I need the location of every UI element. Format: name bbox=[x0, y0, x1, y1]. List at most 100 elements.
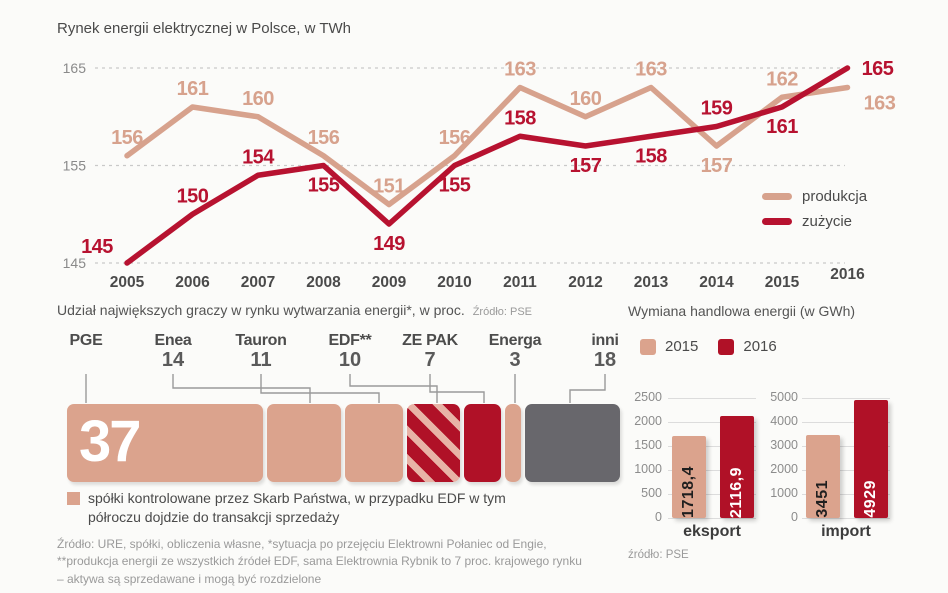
year-label: 2014 bbox=[699, 274, 734, 291]
player-label-pge: PGE bbox=[38, 332, 134, 350]
produkcja-value-label: 162 bbox=[766, 68, 798, 90]
produkcja-line bbox=[124, 84, 851, 208]
produkcja-value-label: 156 bbox=[439, 127, 471, 149]
year-label: 2008 bbox=[306, 274, 341, 291]
segment-edf bbox=[406, 404, 460, 482]
line-chart-title: Rynek energii elektrycznej w Polsce, w T… bbox=[57, 20, 351, 37]
player-value: 18 bbox=[593, 349, 617, 371]
trade-y-tick: 4000 bbox=[770, 414, 798, 428]
trade-gridline bbox=[668, 446, 756, 447]
player-value: 10 bbox=[338, 349, 362, 371]
year-label: 2005 bbox=[110, 274, 145, 291]
zużycie-value-label: 165 bbox=[862, 58, 894, 80]
player-label-enea: Enea 14 bbox=[125, 332, 221, 370]
year-label: 2009 bbox=[372, 274, 407, 291]
state-legend-text: spółki kontrolowane przez Skarb Państwa,… bbox=[88, 490, 506, 525]
produkcja-value-label: 163 bbox=[864, 93, 896, 115]
player-name: PGE bbox=[69, 332, 103, 349]
market-share-title: Udział największych graczy w rynku wytwa… bbox=[57, 302, 465, 318]
year-label: 2012 bbox=[568, 274, 602, 291]
state-color-swatch bbox=[67, 492, 80, 505]
bar-value-label: 1718,4 bbox=[680, 466, 697, 518]
year-label: 2010 bbox=[437, 274, 471, 291]
player-name: Energa bbox=[488, 332, 542, 349]
swatch-2016 bbox=[718, 338, 735, 355]
y-tick-label: 145 bbox=[63, 255, 87, 271]
produkcja-value-label: 160 bbox=[570, 88, 602, 110]
player-label-inni: inni 18 bbox=[557, 332, 653, 370]
bar-import-2015: 3451 bbox=[806, 435, 840, 518]
zużycie-value-label: 158 bbox=[504, 107, 536, 129]
market-share-source: Źródło: PSE bbox=[472, 306, 533, 318]
zużycie-value-label: 150 bbox=[177, 185, 209, 207]
zużycie-value-label: 145 bbox=[81, 236, 113, 258]
segment-energa bbox=[504, 404, 521, 482]
label-2016: 2016 bbox=[743, 338, 777, 355]
trade-y-tick: 0 bbox=[791, 510, 798, 524]
zużycie-value-label: 157 bbox=[570, 155, 602, 177]
year-label: 2007 bbox=[241, 274, 275, 291]
trade-y-tick: 3000 bbox=[770, 438, 798, 452]
trade-gridline bbox=[802, 518, 890, 519]
market-share-stacked-bar: 37 bbox=[67, 404, 621, 482]
footnotes: Źródło: URE, spółki, obliczenia własne, … bbox=[57, 536, 582, 588]
zużycie-value-label: 149 bbox=[373, 233, 405, 255]
player-name: ZE PAK bbox=[402, 332, 458, 349]
player-value: 11 bbox=[250, 349, 272, 371]
zużycie-value-label: 159 bbox=[701, 98, 733, 120]
trade-gridline bbox=[668, 518, 756, 519]
trade-y-tick: 0 bbox=[655, 510, 662, 524]
trade-y-tick: 1500 bbox=[634, 438, 662, 452]
segment-value-inside: 37 bbox=[79, 409, 142, 474]
zużycie-value-label: 158 bbox=[635, 145, 667, 167]
produkcja-swatch bbox=[762, 193, 792, 200]
legend-2016: 2016 bbox=[718, 338, 777, 355]
produkcja-value-label: 157 bbox=[701, 155, 733, 177]
state-companies-legend: spółki kontrolowane przez Skarb Państwa,… bbox=[67, 489, 547, 527]
bar-value-label: 3451 bbox=[814, 480, 831, 518]
swatch-2015 bbox=[640, 338, 656, 355]
year-label: 2015 bbox=[765, 274, 800, 291]
zuzycie-label: zużycie bbox=[802, 213, 853, 230]
trade-y-tick: 2000 bbox=[770, 462, 798, 476]
trade-gridline bbox=[802, 422, 890, 423]
zużycie-value-label: 161 bbox=[766, 116, 798, 138]
trade-gridline bbox=[668, 398, 756, 399]
produkcja-value-label: 156 bbox=[111, 127, 143, 149]
legend-zuzycie: zużycie bbox=[762, 213, 867, 230]
trade-source: źródło: PSE bbox=[628, 549, 689, 561]
trade-gridline bbox=[668, 470, 756, 471]
trade-y-tick: 1000 bbox=[634, 462, 662, 476]
trade-category-import: import bbox=[821, 523, 871, 540]
footnote-line: **produkcja energii ze wszystkich źródeł… bbox=[57, 554, 582, 569]
player-value: 3 bbox=[509, 349, 521, 371]
produkcja-value-label: 161 bbox=[177, 78, 209, 100]
player-label-zepak: ZE PAK 7 bbox=[382, 332, 478, 370]
produkcja-value-label: 160 bbox=[242, 88, 274, 110]
produkcja-value-label: 163 bbox=[504, 59, 536, 81]
bar-value-label: 4929 bbox=[862, 480, 879, 518]
trade-title: Wymiana handlowa energii (w GWh) bbox=[628, 303, 856, 319]
segment-pge: 37 bbox=[67, 404, 263, 482]
bar-eksport-2016: 2116,9 bbox=[720, 416, 754, 518]
y-tick-label: 155 bbox=[63, 158, 87, 174]
bar-eksport-2015: 1718,4 bbox=[672, 435, 706, 518]
player-name: Enea bbox=[154, 332, 192, 349]
year-label: 2006 bbox=[175, 274, 210, 291]
player-value: 7 bbox=[424, 349, 436, 371]
trade-gridline bbox=[802, 494, 890, 495]
y-tick-label: 165 bbox=[63, 60, 87, 76]
bar-value-label: 2116,9 bbox=[728, 466, 745, 518]
zużycie-line bbox=[124, 65, 851, 266]
trade-category-eksport: eksport bbox=[683, 523, 741, 540]
trade-y-tick: 2500 bbox=[634, 390, 662, 404]
segment-inni bbox=[524, 404, 621, 482]
segment-zepak bbox=[463, 404, 501, 482]
player-label-tauron: Tauron 11 bbox=[213, 332, 309, 370]
trade-legend: 2015 2016 bbox=[640, 338, 777, 355]
trade-gridline bbox=[802, 470, 890, 471]
footnote-line: Źródło: URE, spółki, obliczenia własne, … bbox=[57, 537, 547, 551]
zuzycie-swatch bbox=[762, 218, 792, 225]
footnote-line: – aktywa są sprzedawane i mogą być rozdz… bbox=[57, 571, 322, 586]
